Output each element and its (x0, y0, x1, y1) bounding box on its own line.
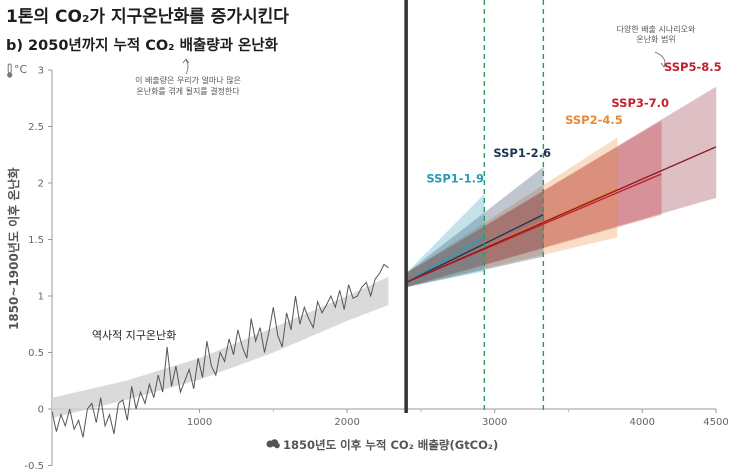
tick-label-layer: -0.5 0 0.5 1 1.5 2 2.5 3 1000 2000 3000 4000 4500 (24, 66, 728, 472)
x-tick-label: 2000 (334, 417, 359, 428)
ssp-scenario-layer: SSP1-1.9 SSP1-2.6 SSP2-4.5 SSP3-7.0 SSP5-8.5 (405, 60, 722, 288)
historical-line-layer: 역사적 지구온난화 (51, 0, 545, 438)
y-tick-label: 0.5 (28, 348, 44, 359)
x-axis-title: 1850년도 이후 누적 CO₂ 배출량(GtCO₂) (283, 438, 498, 452)
y-tick-label: 3 (38, 66, 44, 77)
ssp-line-SSP1-1.9 (405, 236, 485, 284)
annotation-arrow (185, 59, 189, 75)
chart-title: 1톤의 CO₂가 지구온난화를 증가시킨다 (6, 7, 289, 27)
annotation-arrowhead (660, 62, 668, 68)
ssp-label-SSP3-7.0: SSP3-7.0 (611, 96, 669, 110)
annotation-arrowhead (182, 58, 190, 64)
thermometer-icon (7, 63, 13, 78)
ssp-line-SSP1-2.6 (405, 214, 544, 284)
annotation-arrow (654, 51, 666, 67)
y-tick-label: -0.5 (24, 461, 44, 472)
y-unit-label: °C (14, 63, 28, 76)
annotation-text-line: 이 배출량은 우리가 얼마나 많은 (135, 75, 241, 85)
ssp-label-SSP2-4.5: SSP2-4.5 (565, 113, 623, 127)
y-tick-label: 1 (38, 292, 44, 303)
ssp-label-SSP5-8.5: SSP5-8.5 (664, 60, 722, 74)
x-tick-label: 1000 (187, 417, 212, 428)
annotation-text-line: 온난화 범위 (636, 34, 675, 44)
ssp-label-SSP1-1.9: SSP1-1.9 (426, 171, 484, 185)
annotation-text-line: 온난화를 겪게 될지를 결정한다 (136, 86, 240, 96)
y-tick-label: 1.5 (28, 235, 44, 246)
y-axis-title: 1850~1900년도 이후 온난화 (6, 168, 21, 331)
historical-warming-line (51, 263, 389, 438)
historical-band-layer (52, 276, 389, 419)
y-tick-label: 2.5 (28, 122, 44, 133)
x-tick-label: 4500 (703, 417, 728, 428)
x-tick-label: 3000 (482, 417, 507, 428)
historical-range-band (52, 276, 389, 419)
ssp-line-SSP5-8.5 (405, 146, 717, 284)
annotation-text-line: 다양한 배출 시나리오와 (617, 24, 696, 34)
y-tick-label: 2 (38, 179, 44, 190)
ssp-label-SSP1-2.6: SSP1-2.6 (493, 146, 551, 160)
historical-series-label: 역사적 지구온난화 (92, 329, 176, 342)
ssp-band-SSP1-1.9 (405, 193, 485, 288)
co2-cloud-icon (266, 439, 280, 449)
y-tick-label: 0 (38, 405, 44, 416)
x-tick-label: 4000 (629, 417, 654, 428)
chart-subtitle: b) 2050년까지 누적 CO₂ 배출량과 온난화 (6, 38, 279, 54)
